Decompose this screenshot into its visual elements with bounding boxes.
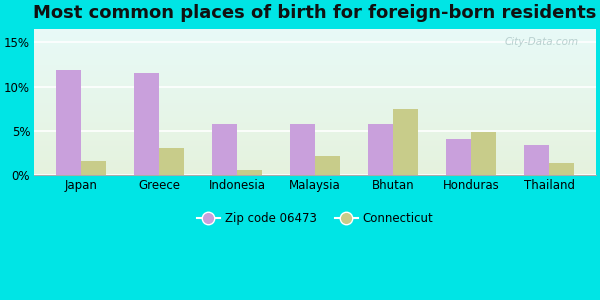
Bar bbox=[237, 170, 262, 175]
Bar bbox=[393, 109, 418, 175]
Bar bbox=[290, 124, 315, 175]
Bar bbox=[549, 163, 574, 175]
Bar bbox=[159, 148, 184, 175]
Title: Most common places of birth for foreign-born residents: Most common places of birth for foreign-… bbox=[34, 4, 597, 22]
Bar bbox=[81, 161, 106, 175]
Bar bbox=[524, 145, 549, 175]
Bar bbox=[134, 74, 159, 175]
Legend: Zip code 06473, Connecticut: Zip code 06473, Connecticut bbox=[192, 208, 439, 230]
Bar bbox=[368, 124, 393, 175]
Bar bbox=[56, 70, 81, 175]
Bar bbox=[446, 140, 471, 175]
Bar bbox=[315, 156, 340, 175]
Text: City-Data.com: City-Data.com bbox=[505, 37, 579, 46]
Bar bbox=[471, 132, 496, 175]
Bar bbox=[212, 124, 237, 175]
